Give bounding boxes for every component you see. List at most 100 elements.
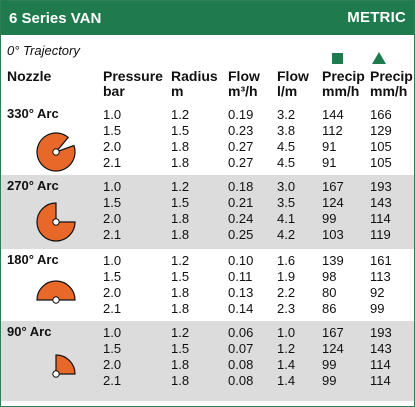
table-cell: 114 [370, 373, 391, 388]
table-cell: 0.07 [228, 341, 254, 356]
column-header-label: Radius [171, 68, 218, 84]
table-cell: 112 [322, 123, 343, 138]
square-precip-icon [332, 53, 343, 64]
table-cell: 1.0 [103, 179, 122, 194]
table-cell: 0.24 [228, 211, 254, 226]
table-cell: 1.5 [171, 341, 190, 356]
column-header: Pressure bar [103, 69, 163, 99]
table-cell: 1.8 [171, 139, 190, 154]
table-cell: 0.27 [228, 155, 254, 170]
column-header-label: Flow [228, 68, 260, 84]
nozzle-arc-icon [33, 199, 79, 250]
table-cell: 1.2 [171, 107, 190, 122]
metric-label: METRIC [347, 9, 406, 26]
nozzle-arc-icon [33, 277, 79, 328]
table-cell: 0.21 [228, 195, 254, 210]
table-cell: 4.2 [277, 227, 296, 242]
table-cell: 2.1 [103, 301, 122, 316]
table-cell: 0.13 [228, 285, 254, 300]
table-cell: 1.5 [103, 195, 122, 210]
table-cell: 1.2 [171, 325, 190, 340]
table-cell: 114 [370, 211, 391, 226]
column-header-unit: mm/h [322, 83, 360, 99]
table-cell: 1.4 [277, 357, 296, 372]
table-cell: 161 [370, 253, 392, 268]
table-cell: 98 [322, 269, 337, 284]
table-cell: 114 [370, 357, 391, 372]
table-cell: 3.8 [277, 123, 296, 138]
table-cell: 1.8 [171, 227, 190, 242]
table-cell: 103 [322, 227, 344, 242]
table-cell: 1.8 [171, 155, 190, 170]
table-cell: 0.19 [228, 107, 254, 122]
table-cell: 167 [322, 179, 344, 194]
column-header: Flow l/m [277, 69, 309, 99]
table-cell: 1.8 [171, 357, 190, 372]
trajectory-label: 0° Trajectory [7, 43, 80, 58]
table-cell: 166 [370, 107, 392, 122]
table-cell: 1.5 [171, 123, 190, 138]
column-header-unit: m³/h [228, 83, 258, 99]
column-header-unit: m [171, 83, 184, 99]
table-cell: 113 [370, 269, 391, 284]
table-cell: 4.1 [277, 211, 296, 226]
table-cell: 105 [370, 139, 392, 154]
table-cell: 1.0 [103, 325, 122, 340]
arc-label: 330° Arc [7, 106, 59, 121]
table-cell: 91 [322, 155, 337, 170]
table-cell: 143 [370, 195, 392, 210]
nozzle-group: 270° Arc 1.0 1.2 0.18 3.0 167 193 1.5 1.5 0.21 3.5… [1, 175, 414, 249]
arc-label: 270° Arc [7, 178, 59, 193]
table-cell: 3.5 [277, 195, 296, 210]
table-cell: 1.2 [277, 341, 296, 356]
column-header-label: Flow [277, 68, 309, 84]
column-header-label: Nozzle [7, 68, 52, 84]
table-cell: 1.5 [103, 123, 122, 138]
table-cell: 167 [322, 325, 344, 340]
table-cell: 1.5 [103, 269, 122, 284]
table-cell: 1.0 [277, 325, 296, 340]
table-cell: 1.0 [103, 107, 122, 122]
table-cell: 2.0 [103, 211, 122, 226]
table-cell: 1.5 [171, 269, 190, 284]
table-cell: 144 [322, 107, 344, 122]
table-cell: 91 [322, 139, 337, 154]
table-cell: 2.2 [277, 285, 296, 300]
table-cell: 3.0 [277, 179, 296, 194]
header-bar: 6 Series VAN METRIC [1, 1, 414, 35]
column-header-label: Precip [370, 68, 413, 84]
series-title: 6 Series VAN [9, 10, 102, 27]
table-cell: 0.27 [228, 139, 254, 154]
table-cell: 124 [322, 195, 344, 210]
table-cell: 80 [322, 285, 337, 300]
table-cell: 4.5 [277, 139, 296, 154]
table-cell: 2.1 [103, 373, 122, 388]
table-cell: 0.08 [228, 357, 254, 372]
table-cell: 1.0 [103, 253, 122, 268]
arc-sector [36, 280, 76, 301]
table-cell: 0.14 [228, 301, 254, 316]
table-cell: 193 [370, 179, 392, 194]
table-cell: 0.11 [228, 269, 253, 284]
nozzle-group: 90° Arc 1.0 1.2 0.06 1.0 167 193 1.5 1.5 0.07 1.2 1… [1, 321, 414, 401]
table-cell: 0.10 [228, 253, 254, 268]
arc-center [52, 148, 60, 156]
column-header-unit: bar [103, 83, 125, 99]
table-cell: 1.8 [171, 285, 190, 300]
table-cell: 2.0 [103, 285, 122, 300]
nozzle-group: 330° Arc 1.0 1.2 0.19 3.2 144 166 1.5 1.5 0.23 3.8… [1, 103, 414, 175]
table-cell: 99 [322, 357, 337, 372]
table-cell: 2.1 [103, 155, 122, 170]
nozzle-arc-icon [33, 129, 79, 180]
nozzle-arc-icon [33, 351, 79, 402]
column-header-label: Precip [322, 68, 365, 84]
table-cell: 92 [370, 285, 385, 300]
table-cell: 1.8 [171, 373, 190, 388]
column-header: Precip mm/h [370, 69, 413, 99]
table-cell: 1.4 [277, 373, 296, 388]
table-cell: 1.5 [171, 195, 190, 210]
column-header: Nozzle [7, 69, 51, 84]
table-cell: 86 [322, 301, 337, 316]
column-header: Flow m³/h [228, 69, 260, 99]
table-cell: 1.9 [277, 269, 296, 284]
